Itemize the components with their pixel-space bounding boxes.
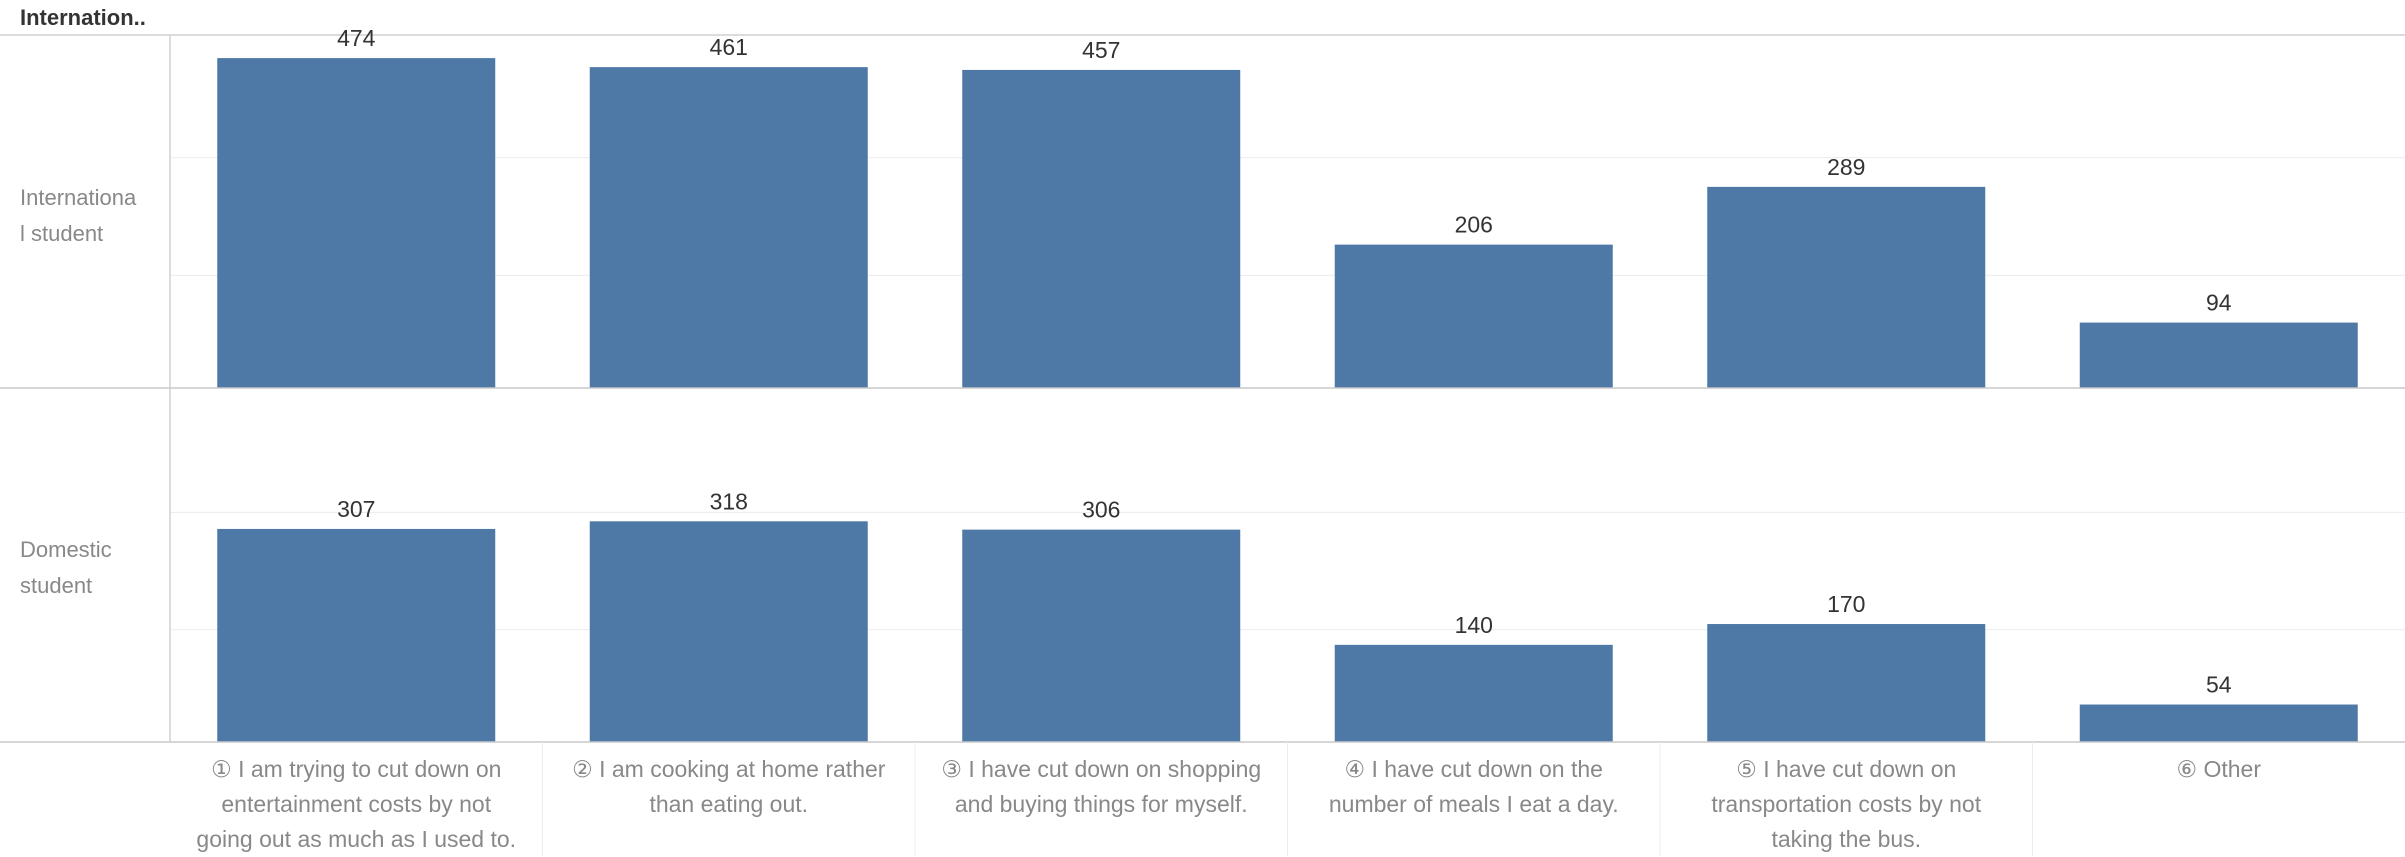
bar-value-label: 289 — [1827, 154, 1865, 180]
bar — [962, 69, 1241, 388]
row-label: Internationa l student — [20, 180, 170, 252]
bar — [589, 67, 868, 389]
category-label: ③ I have cut down on shopping and buying … — [916, 752, 1286, 822]
bar-value-label: 307 — [337, 496, 375, 522]
category-label-line: number of meals I eat a day. — [1328, 791, 1619, 817]
bar — [1707, 624, 1986, 742]
bar — [1334, 244, 1613, 388]
bar-value-label: 54 — [2206, 672, 2232, 698]
category-label-line: entertainment costs by not — [221, 791, 492, 817]
category-label: ① I am trying to cut down on entertainmen… — [171, 752, 541, 857]
category-label-line: ① I am trying to cut down on — [211, 756, 502, 782]
category-label-line: ② I am cooking at home rather — [572, 756, 886, 782]
row-label-line: Domestic — [20, 537, 112, 562]
row-label-line: Internationa — [20, 185, 137, 210]
row-label-line: l student — [20, 221, 104, 246]
bar — [589, 521, 868, 742]
row-label: Domestic student — [20, 532, 170, 604]
bar-value-label: 140 — [1455, 612, 1493, 638]
category-label-line: ③ I have cut down on shopping — [941, 756, 1262, 782]
bar-value-label: 206 — [1455, 212, 1493, 238]
category-label: ② I am cooking at home rather than eating… — [544, 752, 914, 822]
bar-value-label: 457 — [1082, 37, 1120, 63]
bar-value-label: 318 — [710, 488, 748, 514]
category-label-line: taking the bus. — [1771, 826, 1922, 852]
bar — [1334, 644, 1613, 742]
category-label-line: ⑥ Other — [2176, 756, 2262, 782]
category-label-line: ④ I have cut down on the — [1344, 756, 1603, 782]
bar-value-label: 94 — [2206, 290, 2232, 316]
bar — [217, 528, 496, 742]
category-label: ⑥ Other — [2034, 752, 2404, 787]
bar — [2079, 322, 2358, 388]
bar — [962, 529, 1241, 742]
category-label-line: ⑤ I have cut down on — [1736, 756, 1957, 782]
bar-value-label: 474 — [337, 25, 376, 51]
category-label: ⑤ I have cut down on transportation costs… — [1661, 752, 2031, 857]
bar — [217, 58, 496, 388]
bar — [1707, 186, 1986, 388]
category-label-line: than eating out. — [649, 791, 809, 817]
row-label-line: student — [20, 573, 93, 598]
category-label: ④ I have cut down on the number of meals … — [1289, 752, 1659, 822]
bar — [2079, 704, 2358, 742]
bar-value-label: 461 — [710, 34, 748, 60]
category-label-line: and buying things for myself. — [954, 791, 1248, 817]
bar-value-label: 306 — [1082, 497, 1120, 523]
category-label-line: going out as much as I used to. — [196, 826, 517, 852]
category-label-line: transportation costs by not — [1711, 791, 1982, 817]
bar-value-label: 170 — [1827, 591, 1865, 617]
row-header-label: Internation.. — [20, 5, 146, 30]
